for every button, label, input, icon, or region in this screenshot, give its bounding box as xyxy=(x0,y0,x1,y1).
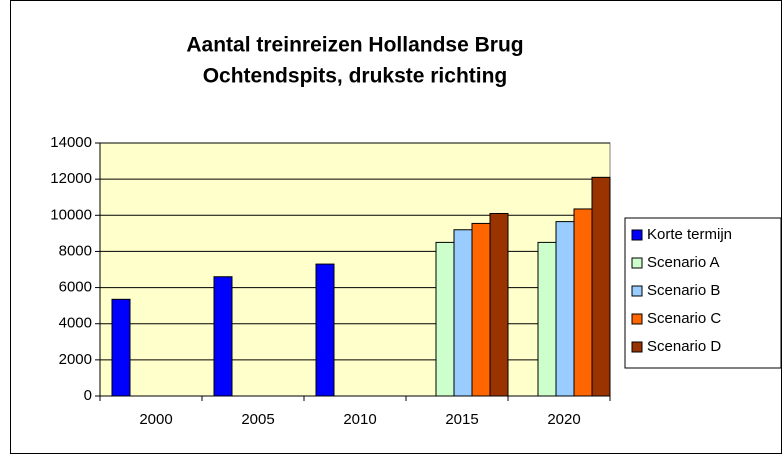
plot-area xyxy=(99,142,611,397)
bar xyxy=(489,212,509,397)
legend-label: Scenario B xyxy=(647,282,720,299)
x-tick-label: 2000 xyxy=(139,411,172,428)
legend-swatch xyxy=(631,257,643,269)
legend-swatch xyxy=(631,313,643,325)
chart-subtitle: Ochtendspits, drukste richting xyxy=(203,65,508,88)
y-tick-label: 10000 xyxy=(50,206,92,223)
legend-label: Korte termijn xyxy=(647,226,732,243)
bar xyxy=(315,263,335,397)
legend-label: Scenario A xyxy=(647,254,720,271)
legend-swatch xyxy=(631,285,643,297)
legend-swatch xyxy=(631,229,643,241)
bar xyxy=(591,176,611,397)
y-tick-label: 12000 xyxy=(50,170,92,187)
x-tick-label: 2010 xyxy=(343,411,376,428)
bar xyxy=(213,276,233,397)
bar xyxy=(471,222,491,397)
bar xyxy=(573,208,593,397)
y-tick-label: 4000 xyxy=(59,315,92,332)
legend-label: Scenario C xyxy=(647,310,721,327)
y-tick-label: 6000 xyxy=(59,279,92,296)
y-tick-label: 8000 xyxy=(59,242,92,259)
legend-swatch xyxy=(631,341,643,353)
y-tick-label: 14000 xyxy=(50,134,92,151)
x-tick-label: 2015 xyxy=(445,411,478,428)
bar xyxy=(435,241,455,397)
bar xyxy=(555,221,575,397)
y-tick-label: 0 xyxy=(84,387,92,404)
legend-label: Scenario D xyxy=(647,338,721,355)
legend-box xyxy=(624,217,782,369)
bar xyxy=(537,241,557,397)
bar xyxy=(111,298,131,397)
bar xyxy=(453,229,473,397)
y-tick-label: 2000 xyxy=(59,351,92,368)
chart-title: Aantal treinreizen Hollandse Brug xyxy=(186,34,523,57)
x-tick-label: 2005 xyxy=(241,411,274,428)
x-tick-label: 2020 xyxy=(547,411,580,428)
